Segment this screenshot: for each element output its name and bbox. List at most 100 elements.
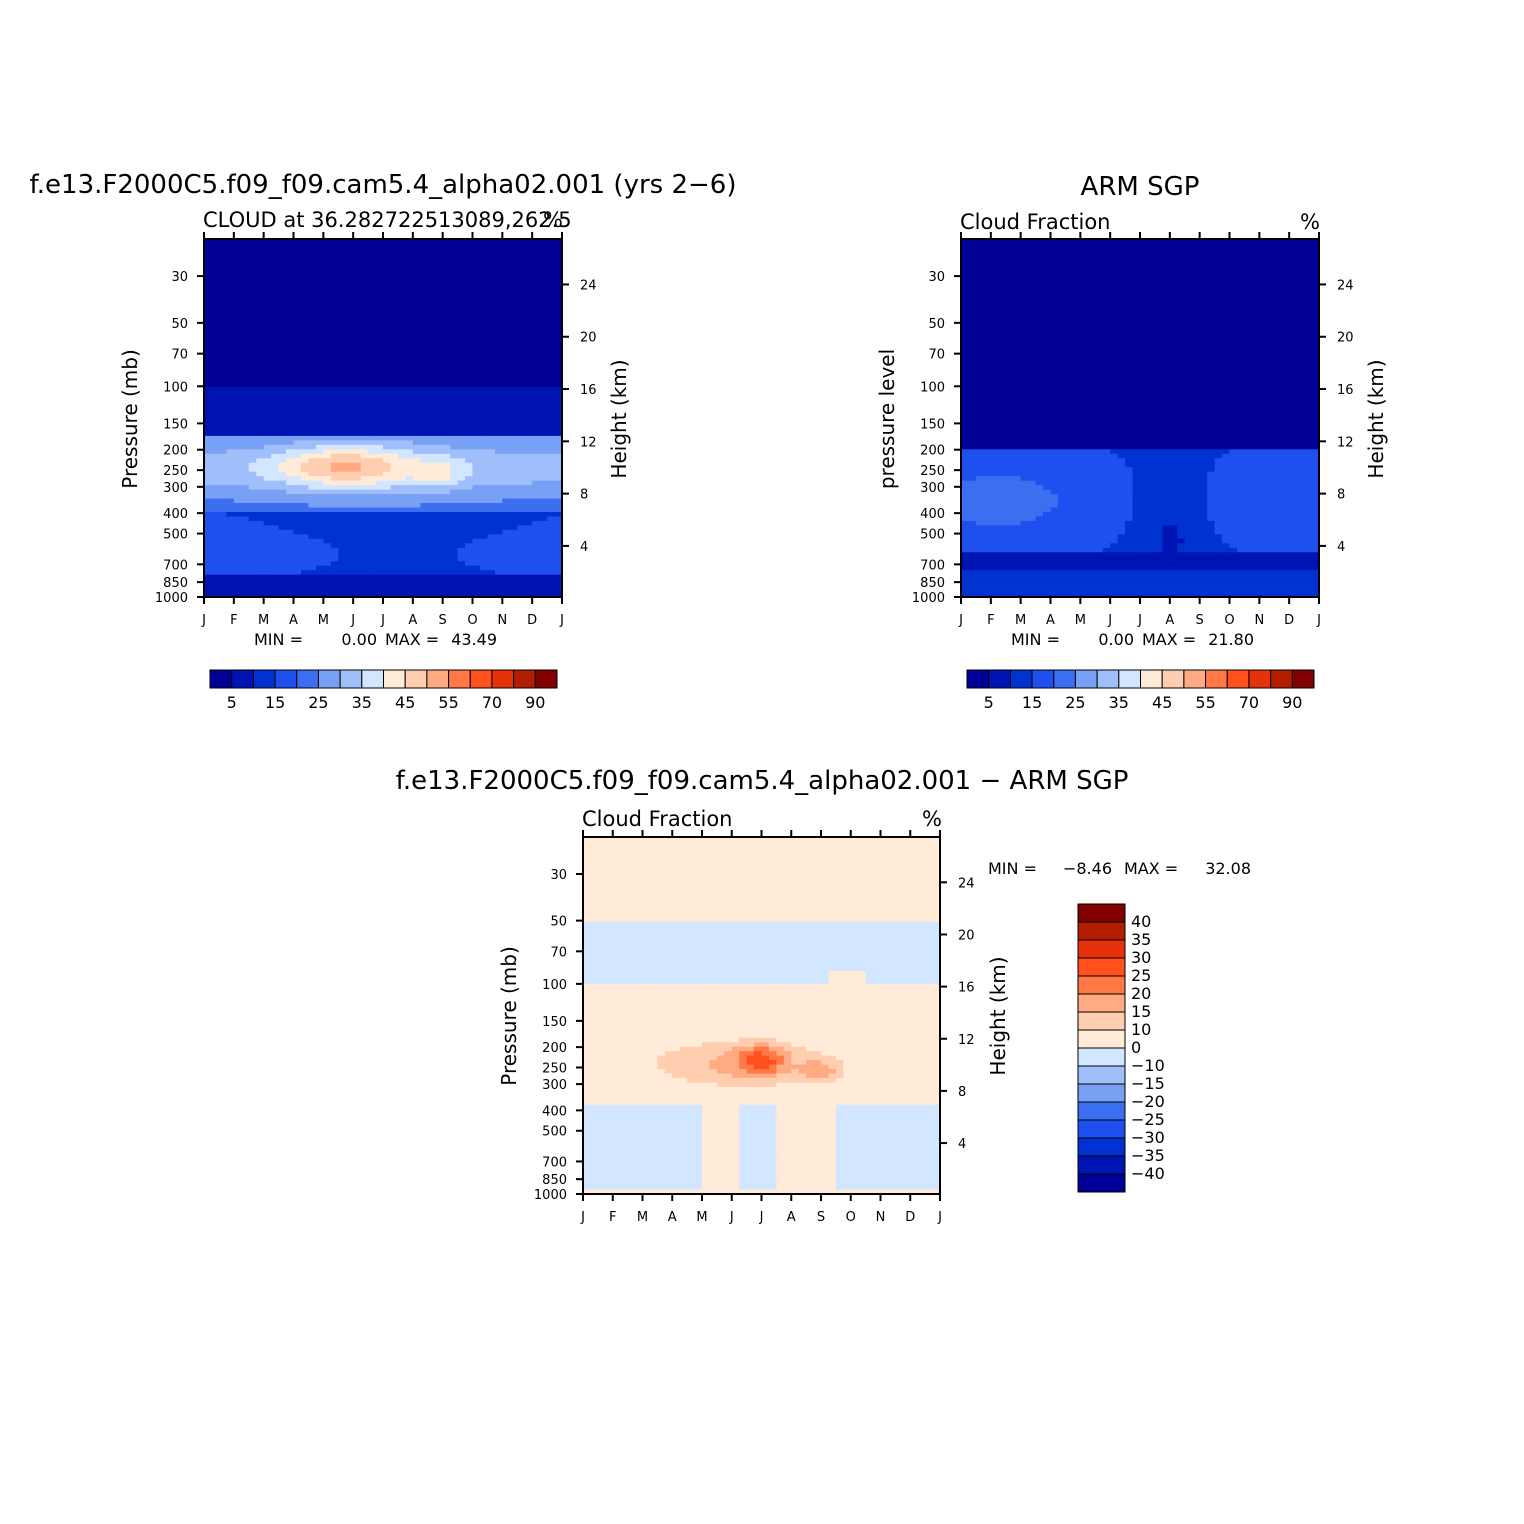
field-cell (1140, 310, 1149, 316)
field-cell (983, 324, 992, 330)
field-cell (502, 444, 511, 450)
field-cell (368, 256, 377, 262)
field-cell (1184, 279, 1193, 285)
field-cell (397, 301, 406, 307)
field-cell (479, 239, 489, 245)
field-cell (547, 507, 556, 513)
field-cell (226, 310, 235, 316)
field-cell (1192, 239, 1201, 245)
field-cell (539, 574, 548, 580)
field-cell (323, 315, 332, 321)
field-cell (427, 355, 436, 361)
field-cell (427, 332, 436, 339)
field-cell (998, 288, 1007, 294)
field-cell (405, 315, 414, 321)
field-cell (539, 243, 548, 249)
field-cell (479, 453, 489, 459)
field-cell (1102, 288, 1111, 294)
field-cell (390, 520, 399, 526)
field-cell (263, 279, 272, 285)
field-cell (300, 476, 310, 482)
field-cell (1259, 256, 1268, 262)
field-cell (450, 391, 459, 397)
field-cell (532, 458, 541, 464)
field-cell (539, 431, 548, 437)
field-cell (442, 292, 451, 298)
field-cell (1013, 328, 1022, 334)
field-cell (1296, 239, 1305, 245)
field-cell (1087, 288, 1096, 294)
field-cell (1266, 279, 1275, 285)
field-cell (353, 288, 362, 294)
field-cell (1028, 332, 1037, 339)
field-cell (241, 413, 250, 419)
field-cell (554, 561, 563, 567)
field-cell (368, 534, 377, 540)
field-cell (293, 570, 302, 576)
field-cell (494, 364, 503, 370)
field-cell (256, 274, 265, 280)
obs-panel-title: ARM SGP (1081, 172, 1200, 202)
field-cell (479, 404, 489, 410)
field-cell (968, 274, 977, 280)
field-cell (345, 552, 354, 558)
field-cell (1140, 324, 1149, 330)
field-cell (1095, 310, 1104, 316)
field-cell (286, 480, 295, 486)
field-cell (353, 525, 362, 531)
field-cell (204, 592, 213, 598)
field-cell (390, 386, 399, 392)
field-cell (524, 373, 533, 379)
field-cell (472, 418, 481, 424)
field-cell (300, 341, 310, 347)
field-cell (524, 306, 533, 312)
field-cell (472, 476, 481, 482)
field-cell (1013, 279, 1022, 285)
field-cell (241, 404, 250, 410)
field-cell (405, 395, 414, 401)
field-cell (1281, 319, 1290, 325)
field-cell (435, 239, 444, 245)
field-cell (479, 588, 489, 594)
field-cell (315, 274, 324, 280)
field-cell (278, 453, 287, 459)
field-cell (375, 462, 384, 468)
field-cell (517, 382, 526, 388)
field-cell (397, 400, 406, 406)
field-cell (435, 328, 444, 334)
field-cell (1132, 306, 1141, 312)
field-cell (472, 583, 481, 589)
field-cell (450, 444, 459, 450)
field-cell (412, 529, 421, 535)
field-cell (494, 444, 503, 450)
field-cell (1110, 274, 1119, 280)
field-cell (502, 520, 511, 526)
field-cell (1304, 239, 1313, 245)
field-cell (487, 494, 496, 500)
field-cell (211, 319, 220, 325)
field-cell (315, 529, 324, 535)
field-cell (397, 444, 406, 450)
field-cell (1140, 239, 1149, 245)
field-cell (233, 247, 242, 254)
field-cell (263, 476, 272, 482)
field-cell (383, 265, 392, 271)
field-cell (338, 328, 347, 334)
field-cell (323, 588, 332, 594)
field-cell (1259, 252, 1268, 258)
field-cell (383, 444, 392, 450)
field-cell (494, 458, 503, 464)
field-cell (524, 583, 533, 589)
field-cell (211, 395, 220, 401)
field-cell (211, 476, 220, 482)
field-cell (524, 574, 533, 580)
field-cell (286, 404, 295, 410)
field-cell (1244, 319, 1253, 325)
field-cell (1117, 310, 1126, 316)
field-cell (271, 391, 280, 397)
field-cell (405, 409, 414, 415)
field-cell (412, 297, 421, 303)
field-cell (1072, 297, 1081, 303)
field-cell (323, 350, 332, 356)
field-cell (502, 458, 511, 464)
